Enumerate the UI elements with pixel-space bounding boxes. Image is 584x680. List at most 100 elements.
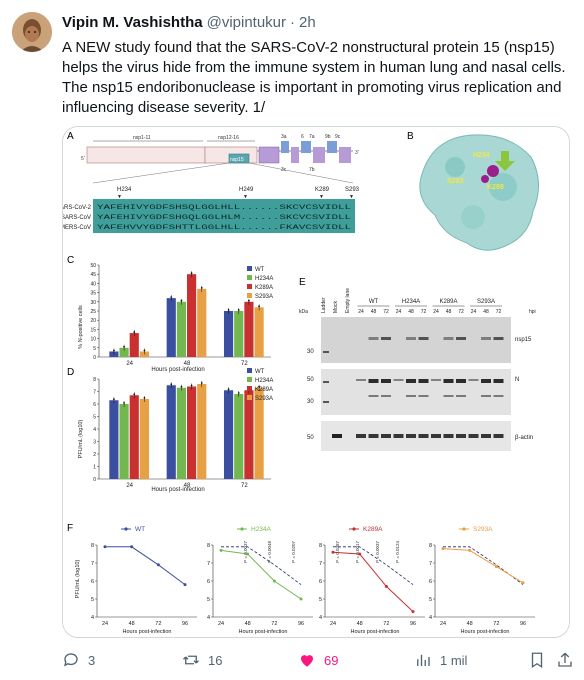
avatar[interactable]: [12, 12, 52, 52]
marker-arrow-h234: ▼: [117, 194, 122, 200]
legendC-swatch-1: [247, 275, 252, 280]
chartC-point-WT-24: [113, 349, 115, 352]
views-button[interactable]: 1 mil: [414, 651, 467, 669]
chartD-point-WT-24: [113, 398, 115, 401]
panel-label-e: E: [299, 277, 306, 288]
legendC-label-3: S293A: [255, 294, 273, 300]
blot1-label: nsp15: [515, 337, 532, 343]
chart-f-point-WT-3: [183, 583, 187, 587]
chart-f-title-marker-1: [240, 527, 244, 531]
user-handle[interactable]: @vipintukur: [206, 13, 287, 31]
marker-h234: H234: [117, 187, 132, 193]
chartC-bar-K289A-72: [244, 301, 254, 357]
blot-actin-band-2: [381, 434, 391, 438]
chart-d: 0 1 2 3 4 5 6 7 8 24 48 72: [93, 377, 271, 489]
chart-f-ytick-label-1-2: 6: [207, 579, 210, 585]
chart-f-xlabel-3: Hours post-infection: [461, 629, 510, 635]
chart-f-point-H234A-2: [272, 579, 276, 583]
chart-f-pvalue-h234a-0: P = 0.0037: [243, 541, 248, 563]
chartC-point-H234A-48: [180, 299, 183, 302]
chart-f-point-K289A-3: [411, 610, 415, 614]
blot-timepoint-7: 48: [446, 309, 452, 315]
blot2-marker-30: 30: [307, 399, 314, 405]
sequence-alignment: SARS-CoV-2 YAFEHIVYGDFSHSQLGGLHLL......SK…: [63, 204, 351, 231]
chart-f-xtick-label-2-3: 96: [410, 621, 416, 627]
chartC-point-S293A-48: [200, 287, 203, 289]
gene-m: [313, 147, 325, 163]
blot-n-band-9: [468, 379, 479, 381]
chartC-ytick-label-7: 35: [90, 291, 96, 297]
separator: ·: [290, 13, 296, 31]
blot-hpi-label: hpi: [529, 309, 536, 315]
blot-n-ladder-30: [323, 401, 329, 403]
chart-f-xtick-label-1-2: 72: [271, 621, 277, 627]
like-button[interactable]: 69: [298, 651, 338, 669]
chartD-bar-K289A-48: [187, 386, 197, 479]
blot-timepoint-3: 24: [396, 309, 402, 315]
chartD-ytick-label-8: 8: [93, 377, 96, 383]
marker-arrow-k289: ▼: [319, 194, 324, 200]
gene-6-7a: [301, 141, 311, 153]
chartC-bar-H234A-24: [119, 347, 129, 357]
chart-f-ytick-label-2-4: 8: [319, 543, 322, 549]
gene-nsp1-11: [86, 146, 206, 164]
legendD-label-0: WT: [255, 369, 265, 375]
legendC-label-0: WT: [255, 267, 265, 273]
chart-f-line-H234A: [220, 549, 302, 600]
label-nsp1-11: nsp1-11: [133, 135, 151, 141]
views-icon: [417, 654, 430, 666]
share-button[interactable]: [556, 651, 574, 669]
chart-f-point-K289A-2: [384, 584, 388, 588]
nsp15-label: nsp15: [230, 157, 244, 163]
chartD-bar-S293A-72: [254, 387, 264, 479]
blot1-marker-30: 30: [307, 349, 314, 355]
chartC-bar-S293A-48: [197, 288, 207, 357]
alignment-species-0: SARS-CoV-2: [63, 205, 92, 211]
blot-timepoint-11: 72: [496, 309, 502, 315]
chartD-bar-H234A-24: [119, 404, 129, 479]
chartC-point-H234A-24: [123, 345, 125, 348]
chart-f-point-K289A-1: [358, 552, 362, 556]
blot-timepoint-1: 48: [371, 309, 377, 315]
blot-actin-band-5: [418, 434, 429, 438]
blot-actin-band-mock: [332, 434, 342, 438]
blot-nsp15-band-2: [381, 337, 391, 340]
chart-f-line-S293A: [442, 548, 524, 584]
chartC-point-S293A-24: [143, 349, 146, 352]
tweet-media[interactable]: A 5' nsp15 3' nsp1-11 nsp12-16 3a 6 7a 9…: [62, 126, 570, 638]
chart-c: 0 5 10 15 20 25 30 35 40 45 50 24 48 72: [90, 263, 271, 367]
zoom-line-right: [248, 162, 354, 184]
chart-f-title-marker-3: [462, 527, 466, 531]
chart-f-ytick-label-3-4: 8: [429, 543, 432, 549]
chart-c-xlabel: Hours post-infection: [151, 367, 204, 373]
blot-nsp15-band-1: [368, 337, 379, 340]
tweet-text: A NEW study found that the SARS-CoV-2 no…: [62, 39, 566, 116]
display-name[interactable]: Vipin M. Vashishtha: [62, 13, 203, 31]
gene-e: [291, 147, 299, 163]
blot-n: [321, 369, 511, 415]
blot-group-label-3: S293A: [477, 299, 495, 305]
retweet-button[interactable]: 16: [182, 651, 222, 669]
chartD-point-WT-48: [170, 383, 173, 386]
timestamp[interactable]: 2h: [299, 13, 316, 31]
chart-f-xtick-label-1-1: 48: [245, 621, 251, 627]
legendD-label-3: S293A: [255, 396, 273, 402]
five-prime-label: 5': [81, 156, 85, 162]
chart-f-point-WT-2: [156, 563, 160, 567]
chartD-bar-S293A-48: [197, 384, 207, 479]
blot-nsp15-ladder: [323, 351, 329, 353]
chartD-point-K289A-24: [133, 393, 136, 396]
chartD-ytick-label-6: 6: [93, 402, 96, 408]
chart-f-ytick-label-3-0: 4: [429, 615, 432, 621]
chart-f-ytick-label-1-4: 8: [207, 543, 210, 549]
blot-n-lowband-10: [481, 395, 491, 397]
chartD-xtick-label-48: 48: [184, 483, 191, 489]
reply-button[interactable]: 3: [62, 651, 95, 669]
legendD-swatch-2: [247, 386, 252, 391]
chartC-point-K289A-24: [133, 331, 136, 333]
chart-f-xtick-label-3-2: 72: [493, 621, 499, 627]
blot-timepoint-8: 72: [458, 309, 464, 315]
bookmark-button[interactable]: [528, 651, 546, 669]
chartD-bar-S293A-24: [139, 399, 150, 479]
chartC-ytick-label-5: 25: [90, 309, 96, 315]
